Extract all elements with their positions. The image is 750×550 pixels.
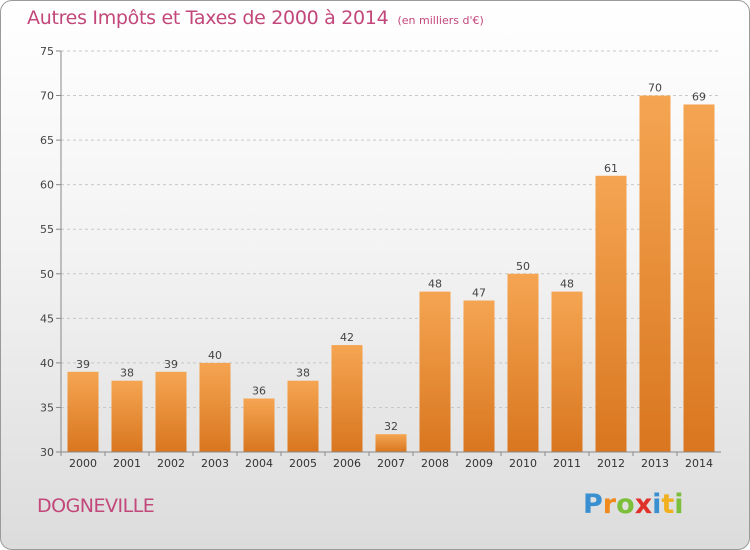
y-tick-label: 55 bbox=[40, 223, 54, 236]
value-label: 42 bbox=[340, 331, 354, 344]
bar bbox=[155, 371, 187, 452]
chart-title: Autres Impôts et Taxes de 2000 à 2014 bbox=[27, 7, 389, 29]
value-label: 36 bbox=[252, 385, 266, 398]
bar bbox=[639, 95, 671, 453]
y-tick-label: 30 bbox=[40, 446, 54, 459]
value-label: 38 bbox=[120, 367, 134, 380]
x-tick-label: 2000 bbox=[69, 457, 97, 470]
x-tick-label: 2005 bbox=[289, 457, 317, 470]
x-tick-label: 2010 bbox=[509, 457, 537, 470]
value-label: 69 bbox=[692, 90, 706, 103]
bar bbox=[67, 371, 99, 452]
bar bbox=[463, 300, 495, 452]
x-tick-label: 2003 bbox=[201, 457, 229, 470]
commune-name: DOGNEVILLE bbox=[37, 495, 155, 517]
x-tick-label: 2009 bbox=[465, 457, 493, 470]
bar bbox=[683, 104, 715, 452]
y-tick-label: 60 bbox=[40, 179, 54, 192]
bar bbox=[331, 345, 363, 452]
y-tick-label: 70 bbox=[40, 90, 54, 103]
y-tick-label: 75 bbox=[40, 45, 54, 58]
chart-subtitle: (en milliers d'€) bbox=[397, 14, 484, 27]
value-label: 47 bbox=[472, 287, 486, 300]
x-tick-label: 2014 bbox=[685, 457, 713, 470]
y-tick-label: 35 bbox=[40, 401, 54, 414]
x-tick-label: 2012 bbox=[597, 457, 625, 470]
x-tick-label: 2007 bbox=[377, 457, 405, 470]
logo-letter: P bbox=[583, 489, 603, 520]
logo-letter: t bbox=[661, 489, 675, 520]
logo-letter: i bbox=[674, 489, 684, 520]
y-tick-label: 40 bbox=[40, 357, 54, 370]
value-label: 39 bbox=[76, 358, 90, 371]
y-tick-label: 45 bbox=[40, 312, 54, 325]
x-tick-label: 2004 bbox=[245, 457, 273, 470]
bars bbox=[67, 95, 715, 453]
bar bbox=[595, 175, 627, 452]
bar bbox=[551, 291, 583, 452]
logo-letter: i bbox=[652, 489, 662, 520]
value-label: 70 bbox=[648, 82, 662, 95]
proxiti-logo[interactable]: Proxiti bbox=[583, 489, 684, 520]
bar bbox=[507, 273, 539, 452]
bar bbox=[243, 398, 275, 452]
x-tick-label: 2006 bbox=[333, 457, 361, 470]
logo-letter: x bbox=[634, 489, 653, 520]
axes bbox=[60, 51, 721, 453]
value-label: 38 bbox=[296, 367, 310, 380]
value-label: 50 bbox=[516, 260, 530, 273]
y-tick-labels: 30 35 40 45 50 55 60 65 70 75 bbox=[40, 45, 54, 459]
value-label: 61 bbox=[604, 162, 618, 175]
x-tick-label: 2013 bbox=[641, 457, 669, 470]
bar bbox=[375, 434, 407, 452]
y-tick-label: 50 bbox=[40, 268, 54, 281]
logo-letter: o bbox=[616, 489, 635, 520]
value-label: 48 bbox=[428, 278, 442, 291]
y-tick-label: 65 bbox=[40, 134, 54, 147]
x-tick-label: 2002 bbox=[157, 457, 185, 470]
x-tick-label: 2011 bbox=[553, 457, 581, 470]
x-tick-labels: 2000 2001 2002 2003 2004 2005 2006 2007 2008 2009… bbox=[69, 457, 713, 470]
value-label: 40 bbox=[208, 349, 222, 362]
x-tick-label: 2001 bbox=[113, 457, 141, 470]
value-label: 32 bbox=[384, 420, 398, 433]
value-label: 39 bbox=[164, 358, 178, 371]
logo-letter: r bbox=[602, 489, 617, 520]
bar bbox=[111, 380, 143, 452]
bar bbox=[419, 291, 451, 452]
bar bbox=[199, 362, 231, 452]
chart-title-block: Autres Impôts et Taxes de 2000 à 2014 (e… bbox=[27, 7, 484, 29]
x-tick-label: 2008 bbox=[421, 457, 449, 470]
value-labels: 39 38 39 40 36 38 42 32 48 47 50 48 61 70 69 bbox=[76, 82, 706, 434]
bar bbox=[287, 380, 319, 452]
value-label: 48 bbox=[560, 278, 574, 291]
